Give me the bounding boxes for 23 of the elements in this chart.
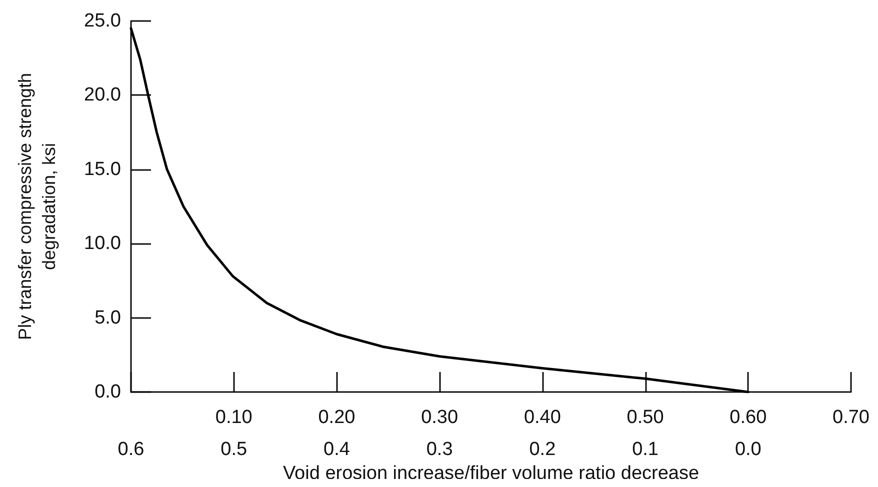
x2-tick-label: 0.2 (529, 439, 556, 460)
x-tick-label: 0.40 (524, 407, 561, 428)
y-tick-label: 25.0 (84, 10, 121, 32)
x2-tick-label: 0.0 (734, 439, 762, 460)
y-tick-label: 20.0 (84, 84, 121, 106)
x-axis-title: Void erosion increase/fiber volume ratio decrease (282, 463, 700, 484)
y-tick-label: 5.0 (94, 307, 121, 328)
x2-tick-label: 0.3 (426, 439, 453, 460)
x-tick-label: 0.60 (730, 407, 767, 428)
x-tick-label: 0.70 (832, 407, 870, 428)
x-tick-label: 0.20 (318, 407, 356, 428)
x2-tick-label: 0.1 (632, 439, 658, 460)
y-tick-label: 10.0 (84, 233, 121, 254)
y-tick-label: 0.0 (94, 382, 121, 402)
y-axis-title: Ply transfer compressive strength degradation, ksi (15, 72, 59, 340)
line-series (130, 27, 750, 394)
x-tick-label: 0.50 (626, 407, 664, 428)
x2-tick-label: 0.6 (118, 439, 144, 460)
x2-tick-label: 0.5 (220, 439, 248, 460)
x-tick-label: 0.10 (215, 407, 252, 428)
y-tick-label: 15.0 (84, 158, 121, 180)
x2-tick-label: 0.4 (324, 439, 350, 460)
x-tick-label: 0.30 (421, 407, 458, 428)
